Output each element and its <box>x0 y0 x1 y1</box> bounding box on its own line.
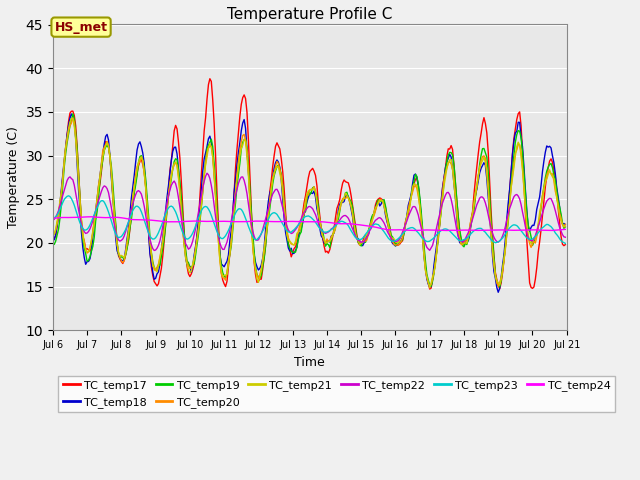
TC_temp17 <box>229 214 237 220</box>
TC_temp17 <box>206 76 214 82</box>
Text: HS_met: HS_met <box>54 21 108 34</box>
TC_temp17 <box>426 286 433 292</box>
TC_temp20 <box>49 232 57 238</box>
TC_temp19 <box>69 111 77 117</box>
TC_temp20 <box>536 214 543 220</box>
TC_temp21 <box>220 273 228 278</box>
TC_temp18 <box>113 248 121 254</box>
TC_temp19 <box>275 162 282 168</box>
TC_temp22 <box>150 248 158 253</box>
TC_temp19 <box>113 239 121 244</box>
TC_temp19 <box>561 224 569 230</box>
TC_temp20 <box>220 275 228 281</box>
TC_temp21 <box>203 153 211 159</box>
TC_temp24 <box>49 216 57 221</box>
TC_temp21 <box>536 209 543 215</box>
TC_temp17 <box>112 222 120 228</box>
TC_temp19 <box>49 241 57 247</box>
TC_temp23 <box>275 214 282 219</box>
TC_temp18 <box>275 159 282 165</box>
TC_temp24 <box>229 219 237 225</box>
TC_temp19 <box>203 145 211 151</box>
TC_temp20 <box>494 283 502 289</box>
TC_temp20 <box>203 150 211 156</box>
TC_temp24 <box>536 227 543 233</box>
TC_temp19 <box>220 274 228 279</box>
TC_temp24 <box>113 215 121 220</box>
TC_temp21 <box>229 222 237 228</box>
TC_temp19 <box>229 228 237 234</box>
Line: TC_temp21: TC_temp21 <box>53 119 565 288</box>
TC_temp24 <box>443 228 451 233</box>
TC_temp23 <box>561 240 569 246</box>
TC_temp24 <box>561 227 569 232</box>
TC_temp18 <box>220 264 228 270</box>
TC_temp17 <box>561 242 569 248</box>
TC_temp17 <box>275 143 282 149</box>
TC_temp23 <box>65 193 72 199</box>
Y-axis label: Temperature (C): Temperature (C) <box>7 127 20 228</box>
TC_temp24 <box>203 218 211 224</box>
TC_temp21 <box>426 285 433 291</box>
TC_temp22 <box>203 170 211 176</box>
TC_temp21 <box>68 116 76 121</box>
TC_temp21 <box>275 164 282 170</box>
TC_temp22 <box>221 243 229 249</box>
TC_temp17 <box>202 115 209 120</box>
TC_temp18 <box>229 211 237 217</box>
Line: TC_temp20: TC_temp20 <box>53 118 565 286</box>
TC_temp23 <box>534 230 542 236</box>
Line: TC_temp17: TC_temp17 <box>53 79 565 289</box>
TC_temp20 <box>229 222 237 228</box>
TC_temp22 <box>205 172 212 178</box>
TC_temp24 <box>275 219 282 225</box>
TC_temp18 <box>561 222 569 228</box>
TC_temp18 <box>494 289 502 295</box>
TC_temp24 <box>220 218 228 224</box>
Line: TC_temp19: TC_temp19 <box>53 114 565 287</box>
TC_temp23 <box>113 233 121 239</box>
Title: Temperature Profile C: Temperature Profile C <box>227 7 392 22</box>
TC_temp20 <box>275 161 282 167</box>
TC_temp22 <box>112 228 120 234</box>
TC_temp17 <box>536 239 543 245</box>
Legend: TC_temp17, TC_temp18, TC_temp19, TC_temp20, TC_temp21, TC_temp22, TC_temp23, TC_: TC_temp17, TC_temp18, TC_temp19, TC_temp… <box>58 376 615 412</box>
Line: TC_temp24: TC_temp24 <box>53 217 565 230</box>
Line: TC_temp18: TC_temp18 <box>53 114 565 292</box>
TC_temp19 <box>496 284 504 290</box>
TC_temp17 <box>49 234 57 240</box>
TC_temp21 <box>113 241 121 247</box>
TC_temp23 <box>220 235 228 240</box>
Line: TC_temp22: TC_temp22 <box>53 173 565 251</box>
TC_temp22 <box>49 217 57 223</box>
TC_temp23 <box>203 204 211 210</box>
TC_temp22 <box>276 193 284 199</box>
TC_temp22 <box>536 219 543 225</box>
TC_temp20 <box>561 221 569 227</box>
TC_temp18 <box>536 194 543 200</box>
Line: TC_temp23: TC_temp23 <box>53 196 565 243</box>
TC_temp18 <box>68 111 76 117</box>
TC_temp20 <box>113 241 121 247</box>
TC_temp23 <box>229 217 237 223</box>
TC_temp18 <box>203 144 211 149</box>
TC_temp24 <box>88 214 95 220</box>
TC_temp18 <box>49 237 57 243</box>
X-axis label: Time: Time <box>294 356 325 369</box>
TC_temp22 <box>230 201 238 206</box>
TC_temp21 <box>49 231 57 237</box>
TC_temp17 <box>220 281 228 287</box>
TC_temp23 <box>49 215 57 221</box>
TC_temp21 <box>561 224 569 229</box>
TC_temp22 <box>561 234 569 240</box>
TC_temp19 <box>536 215 543 221</box>
TC_temp20 <box>69 115 77 120</box>
